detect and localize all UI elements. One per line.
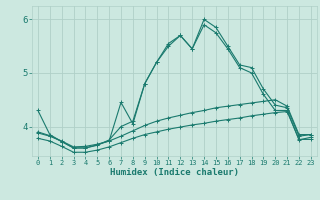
X-axis label: Humidex (Indice chaleur): Humidex (Indice chaleur) [110, 168, 239, 177]
